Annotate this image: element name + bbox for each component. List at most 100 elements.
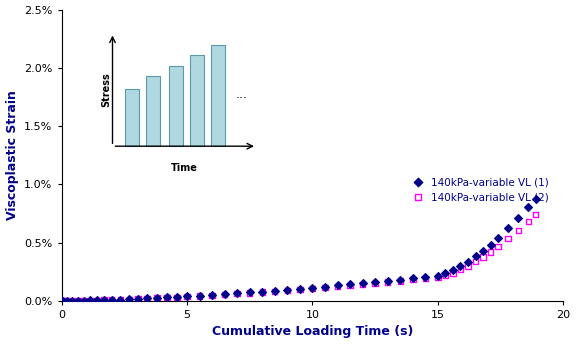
X-axis label: Cumulative Loading Time (s): Cumulative Loading Time (s) [212, 325, 413, 338]
140kPa-variable VL (2) [333, 284, 342, 289]
140kPa-variable VL (2) [420, 276, 430, 281]
140kPa-variable VL (1) [195, 293, 204, 299]
140kPa-variable VL (1) [124, 297, 134, 302]
140kPa-variable VL (1) [295, 286, 305, 291]
140kPa-variable VL (1) [408, 276, 418, 281]
140kPa-variable VL (2) [62, 298, 71, 304]
140kPa-variable VL (1) [433, 273, 442, 278]
140kPa-variable VL (2) [79, 298, 89, 303]
Bar [125, 89, 139, 146]
140kPa-variable VL (2) [86, 298, 95, 303]
Bar [146, 76, 160, 146]
140kPa-variable VL (1) [396, 277, 405, 282]
Bar [211, 45, 225, 146]
140kPa-variable VL (1) [486, 242, 495, 247]
140kPa-variable VL (1) [62, 298, 71, 304]
140kPa-variable VL (2) [162, 295, 172, 300]
140kPa-variable VL (2) [270, 289, 279, 294]
140kPa-variable VL (1) [448, 268, 457, 273]
Bar [190, 55, 204, 146]
140kPa-variable VL (1) [162, 295, 172, 300]
140kPa-variable VL (2) [503, 236, 513, 241]
140kPa-variable VL (1) [73, 298, 82, 303]
140kPa-variable VL (2) [116, 297, 125, 302]
140kPa-variable VL (2) [514, 228, 523, 233]
140kPa-variable VL (1) [134, 296, 143, 302]
140kPa-variable VL (1) [207, 292, 217, 298]
140kPa-variable VL (2) [283, 288, 292, 293]
140kPa-variable VL (1) [107, 297, 116, 303]
140kPa-variable VL (2) [257, 289, 267, 295]
140kPa-variable VL (1) [257, 289, 267, 294]
140kPa-variable VL (1) [100, 297, 109, 303]
140kPa-variable VL (1) [308, 285, 317, 290]
140kPa-variable VL (1) [514, 215, 523, 221]
140kPa-variable VL (1) [383, 278, 392, 283]
140kPa-variable VL (2) [67, 298, 76, 303]
140kPa-variable VL (1) [494, 235, 503, 241]
140kPa-variable VL (2) [448, 270, 457, 276]
140kPa-variable VL (2) [73, 298, 82, 303]
140kPa-variable VL (2) [92, 298, 101, 303]
140kPa-variable VL (1) [471, 254, 480, 259]
140kPa-variable VL (2) [433, 275, 442, 280]
140kPa-variable VL (1) [456, 264, 465, 269]
140kPa-variable VL (1) [245, 290, 255, 295]
140kPa-variable VL (2) [358, 281, 367, 287]
140kPa-variable VL (2) [370, 280, 380, 286]
140kPa-variable VL (1) [116, 297, 125, 302]
140kPa-variable VL (1) [333, 283, 342, 288]
140kPa-variable VL (1) [92, 298, 101, 303]
140kPa-variable VL (2) [295, 287, 305, 292]
Legend: 140kPa-variable VL (1), 140kPa-variable VL (2): 140kPa-variable VL (1), 140kPa-variable … [408, 173, 553, 207]
140kPa-variable VL (1) [233, 291, 242, 296]
140kPa-variable VL (2) [152, 295, 161, 301]
140kPa-variable VL (1) [524, 205, 533, 210]
140kPa-variable VL (1) [420, 274, 430, 280]
140kPa-variable VL (1) [183, 294, 192, 299]
Text: ...: ... [235, 88, 247, 101]
Text: Stress: Stress [101, 72, 111, 107]
140kPa-variable VL (2) [456, 267, 465, 272]
140kPa-variable VL (2) [383, 279, 392, 285]
140kPa-variable VL (2) [142, 296, 151, 301]
140kPa-variable VL (2) [346, 283, 355, 288]
140kPa-variable VL (2) [107, 297, 116, 303]
140kPa-variable VL (1) [142, 296, 151, 301]
140kPa-variable VL (1) [503, 226, 513, 231]
Y-axis label: Viscoplastic Strain: Viscoplastic Strain [6, 90, 18, 220]
140kPa-variable VL (1) [152, 295, 161, 301]
140kPa-variable VL (2) [441, 273, 450, 278]
140kPa-variable VL (2) [207, 293, 217, 298]
140kPa-variable VL (1) [283, 287, 292, 292]
140kPa-variable VL (1) [370, 279, 380, 285]
140kPa-variable VL (2) [464, 263, 473, 269]
140kPa-variable VL (1) [86, 298, 95, 303]
140kPa-variable VL (1) [441, 271, 450, 276]
140kPa-variable VL (2) [124, 297, 134, 302]
140kPa-variable VL (2) [531, 212, 540, 217]
140kPa-variable VL (1) [67, 298, 76, 303]
140kPa-variable VL (2) [408, 277, 418, 282]
140kPa-variable VL (2) [471, 259, 480, 265]
140kPa-variable VL (2) [524, 219, 533, 224]
140kPa-variable VL (1) [79, 298, 89, 303]
140kPa-variable VL (2) [396, 278, 405, 284]
140kPa-variable VL (2) [195, 293, 204, 299]
140kPa-variable VL (1) [58, 298, 67, 304]
140kPa-variable VL (1) [172, 294, 181, 300]
Text: Time: Time [170, 163, 198, 173]
140kPa-variable VL (2) [308, 286, 317, 291]
140kPa-variable VL (2) [100, 297, 109, 303]
140kPa-variable VL (2) [320, 285, 329, 290]
Bar [169, 66, 183, 146]
140kPa-variable VL (2) [172, 294, 181, 300]
140kPa-variable VL (2) [220, 292, 229, 297]
140kPa-variable VL (2) [58, 298, 67, 304]
140kPa-variable VL (1) [220, 291, 229, 297]
140kPa-variable VL (2) [486, 249, 495, 255]
140kPa-variable VL (1) [270, 288, 279, 293]
140kPa-variable VL (2) [479, 254, 488, 260]
140kPa-variable VL (2) [134, 296, 143, 302]
140kPa-variable VL (1) [320, 284, 329, 289]
